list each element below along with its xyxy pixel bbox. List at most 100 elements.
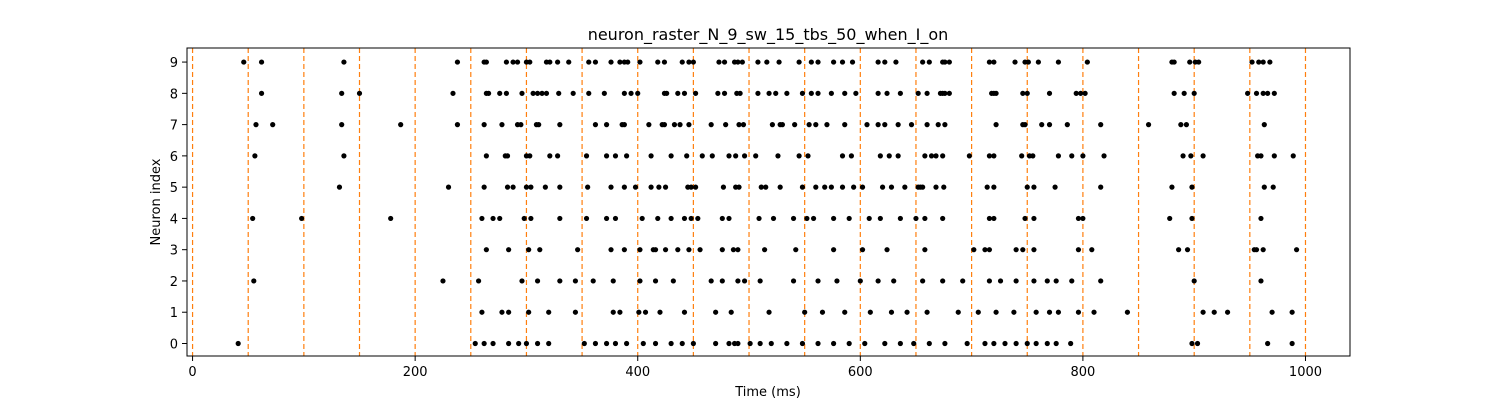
- spike-marker: [510, 184, 516, 190]
- spike-marker: [621, 184, 627, 190]
- spike-marker: [481, 122, 487, 128]
- spike-marker: [813, 184, 819, 190]
- spike-marker: [1183, 122, 1190, 128]
- spike-marker: [853, 90, 859, 96]
- spike-marker: [882, 340, 888, 347]
- spike-marker: [675, 90, 681, 96]
- spike-marker: [681, 215, 688, 222]
- spike-marker: [886, 153, 892, 159]
- spike-marker: [527, 59, 533, 65]
- spike-marker: [1080, 215, 1086, 222]
- spike-marker: [636, 309, 642, 315]
- spike-marker: [590, 278, 596, 284]
- spike-marker: [857, 278, 863, 284]
- spike-marker: [766, 90, 772, 96]
- spike-marker: [655, 59, 661, 65]
- spike-marker: [612, 340, 619, 347]
- spike-marker: [537, 247, 543, 253]
- spike-marker: [1098, 122, 1104, 128]
- x-tick-label: 600: [848, 365, 873, 380]
- spike-marker: [1267, 59, 1273, 65]
- spike-marker: [1075, 215, 1082, 222]
- spike-marker: [805, 153, 811, 159]
- spike-marker: [656, 184, 662, 190]
- spike-marker: [964, 340, 970, 347]
- spike-marker: [637, 247, 643, 253]
- spike-marker: [708, 122, 714, 128]
- spike-marker: [1075, 309, 1082, 315]
- spike-marker: [834, 278, 840, 284]
- spike-marker: [913, 215, 919, 222]
- spike-marker: [617, 309, 623, 315]
- spike-marker: [1044, 278, 1050, 284]
- spike-marker: [454, 59, 461, 65]
- spike-marker: [299, 215, 305, 222]
- spike-marker: [686, 122, 692, 128]
- spike-marker: [1055, 153, 1062, 159]
- spike-marker: [583, 215, 590, 222]
- spike-marker: [527, 153, 533, 159]
- spike-marker: [566, 59, 572, 65]
- spike-marker: [1052, 184, 1058, 190]
- spike-marker: [575, 247, 581, 253]
- spike-marker: [668, 153, 674, 159]
- spike-marker: [1200, 309, 1206, 315]
- spike-marker: [741, 278, 748, 284]
- spike-marker: [555, 59, 561, 65]
- spike-marker: [1031, 278, 1037, 284]
- spike-marker: [897, 340, 903, 347]
- spike-marker: [804, 215, 810, 222]
- spike-marker: [483, 247, 489, 253]
- spike-marker: [859, 184, 866, 190]
- spike-marker: [1098, 184, 1104, 190]
- y-tick-label: 7: [170, 119, 178, 134]
- spike-marker: [1270, 184, 1276, 190]
- spike-marker: [862, 340, 868, 347]
- spike-marker: [581, 340, 587, 347]
- spike-marker: [661, 122, 668, 128]
- spike-marker: [479, 309, 485, 315]
- spike-marker: [686, 247, 692, 253]
- spike-marker: [1171, 59, 1177, 65]
- spike-marker: [253, 122, 259, 128]
- spike-marker: [1044, 340, 1050, 347]
- y-tick-label: 1: [170, 306, 178, 321]
- y-axis-label: Neuron index: [149, 158, 164, 245]
- spike-marker: [713, 340, 719, 347]
- spike-marker: [940, 153, 946, 159]
- spike-marker: [681, 309, 688, 315]
- spike-marker: [769, 122, 775, 128]
- spike-marker: [486, 90, 492, 96]
- spike-marker: [982, 340, 988, 347]
- spike-marker: [775, 153, 781, 159]
- spike-marker: [819, 309, 826, 315]
- spike-marker: [757, 278, 763, 284]
- spike-marker: [637, 278, 643, 284]
- spike-marker: [1200, 153, 1206, 159]
- spike-marker: [1187, 59, 1193, 65]
- spike-marker: [924, 90, 930, 96]
- spike-marker: [813, 122, 819, 128]
- spike-marker: [904, 309, 910, 315]
- spike-marker: [1012, 59, 1018, 65]
- spike-marker: [586, 90, 592, 96]
- spike-marker: [670, 278, 676, 284]
- spike-marker: [603, 340, 610, 347]
- spike-marker: [1256, 59, 1262, 65]
- spike-marker: [519, 90, 525, 96]
- chart-title: neuron_raster_N_9_sw_15_tbs_50_when_I_on: [588, 25, 949, 45]
- spike-marker: [920, 184, 926, 190]
- spike-marker: [726, 215, 732, 222]
- spike-marker: [1025, 59, 1031, 65]
- spike-marker: [1078, 90, 1084, 96]
- spike-marker: [1031, 215, 1037, 222]
- spike-marker: [693, 90, 699, 96]
- spike-marker: [251, 278, 257, 284]
- spike-marker: [991, 215, 997, 222]
- spike-marker: [1080, 153, 1086, 159]
- spike-marker: [986, 215, 993, 222]
- spike-marker: [1124, 309, 1131, 315]
- spike-marker: [777, 184, 783, 190]
- spike-marker: [1245, 90, 1251, 96]
- spike-marker: [888, 184, 895, 190]
